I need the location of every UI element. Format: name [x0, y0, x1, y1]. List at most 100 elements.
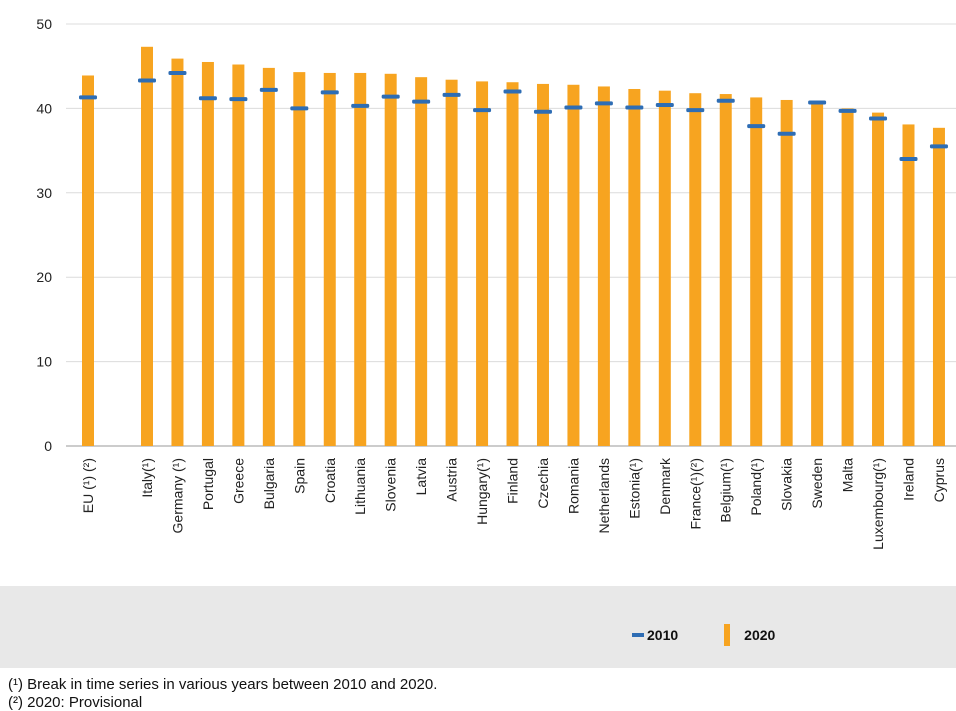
x-tick-label: Romania	[565, 458, 581, 514]
legend-swatch-2020	[724, 624, 731, 646]
marker-2010	[929, 144, 948, 149]
x-tick-label: Netherlands	[596, 458, 612, 534]
bar-2020	[262, 67, 275, 446]
legend-label-2020: 2020	[744, 627, 776, 643]
bar-2020	[811, 102, 824, 446]
bar-2020	[171, 58, 184, 446]
x-tick-label: Bulgaria	[261, 458, 277, 510]
bar-2020	[445, 79, 458, 446]
bar-2020	[628, 88, 641, 446]
x-tick-label: Finland	[505, 458, 521, 504]
bar-2020	[597, 86, 610, 447]
bar-2020	[506, 82, 519, 447]
marker-2010	[473, 108, 492, 113]
bar-2020	[932, 127, 945, 446]
footnote-provisional: (²) 2020: Provisional	[8, 694, 143, 711]
x-tick-label: Germany (¹)	[169, 458, 185, 533]
legend-label-2010: 2010	[647, 627, 679, 643]
bar-2020	[658, 90, 671, 447]
x-tick-label: Hungary(¹)	[474, 458, 490, 525]
x-tick-label: Cyprus	[931, 458, 947, 502]
legend: 2010 2020	[632, 622, 821, 648]
y-tick-label: 50	[36, 16, 52, 32]
marker-2010	[564, 105, 583, 110]
x-tick-label: Malta	[840, 458, 856, 492]
x-tick-label: Poland(¹)	[748, 458, 764, 516]
bar-2020	[354, 72, 367, 447]
bar-2020	[750, 97, 763, 446]
bar-2020	[902, 124, 915, 446]
marker-2010	[442, 92, 461, 97]
x-tick-label: Czechia	[535, 458, 551, 509]
x-tick-label: Luxembourg(¹)	[870, 458, 886, 550]
x-tick-label: EU (¹) (²)	[80, 458, 96, 513]
x-tick-label: Slovakia	[779, 458, 795, 511]
marker-2010	[381, 94, 400, 99]
x-tick-label: Estonia(¹)	[626, 458, 642, 519]
x-tick-label: Lithuania	[352, 458, 368, 515]
marker-2010	[716, 98, 735, 103]
bar-2020	[536, 83, 549, 446]
marker-2010	[320, 90, 339, 95]
marker-2010	[747, 124, 766, 129]
y-tick-label: 30	[36, 185, 52, 201]
bar-chart: 0 10 20 30 40 50 EU (¹) (²) Italy(¹) Germany (¹)…	[36, 16, 956, 550]
legend-item-2020: 2020	[724, 624, 775, 646]
x-tick-label: Croatia	[322, 458, 338, 503]
marker-2010	[79, 95, 97, 100]
x-tick-label: Denmark	[657, 457, 673, 515]
footnote-break: (¹) Break in time series in various year…	[8, 676, 438, 693]
bar-2020	[415, 77, 428, 446]
bar-2020	[567, 84, 580, 446]
marker-2010	[777, 131, 796, 136]
marker-2010	[259, 87, 278, 92]
marker-2010	[869, 116, 888, 121]
marker-2010	[229, 97, 248, 102]
x-tick-label: France(¹)(²)	[687, 458, 703, 530]
bar-2020	[141, 46, 153, 447]
bar-2020	[719, 94, 732, 446]
legend-swatch-2010	[632, 633, 644, 637]
marker-2010	[899, 157, 918, 162]
marker-2010	[351, 103, 370, 108]
x-tick-label: Sweden	[809, 458, 825, 509]
bar-2020	[872, 112, 885, 447]
x-tick-label: Portugal	[200, 458, 216, 510]
bar-2020	[780, 99, 793, 447]
marker-2010	[168, 70, 187, 75]
bar-2020	[232, 64, 245, 447]
x-tick-label: Latvia	[413, 458, 429, 496]
bar-2020	[689, 93, 702, 446]
x-tick-label: Slovenia	[383, 458, 399, 512]
marker-2010	[198, 96, 217, 101]
marker-2010	[290, 106, 309, 111]
bar-2020	[841, 108, 854, 447]
marker-2010	[625, 105, 644, 110]
y-tick-label: 20	[36, 269, 52, 285]
marker-2010	[655, 103, 674, 108]
bar-2020	[201, 61, 214, 446]
marker-2010	[838, 108, 857, 113]
x-tick-label: Ireland	[901, 458, 917, 501]
x-tick-label: Italy(¹)	[139, 458, 155, 498]
marker-2010	[412, 99, 431, 104]
bar-2020	[476, 81, 489, 446]
bar-2020	[384, 73, 397, 447]
x-tick-label: Greece	[230, 458, 246, 504]
legend-band	[0, 586, 956, 668]
x-tick-label: Spain	[291, 458, 307, 494]
x-tick-label: Austria	[444, 458, 460, 502]
marker-2010	[533, 109, 552, 114]
legend-item-2010: 2010	[632, 627, 678, 643]
marker-2010	[686, 108, 705, 113]
marker-2010	[808, 100, 827, 105]
bar-2020	[323, 72, 336, 447]
marker-2010	[594, 101, 613, 106]
x-tick-label: Belgium(¹)	[718, 458, 734, 523]
y-tick-label: 40	[36, 100, 52, 116]
y-tick-label: 10	[36, 354, 52, 370]
marker-2010	[503, 89, 522, 94]
marker-2010	[138, 78, 156, 83]
y-tick-label: 0	[44, 438, 52, 454]
bar-2020	[293, 72, 306, 446]
